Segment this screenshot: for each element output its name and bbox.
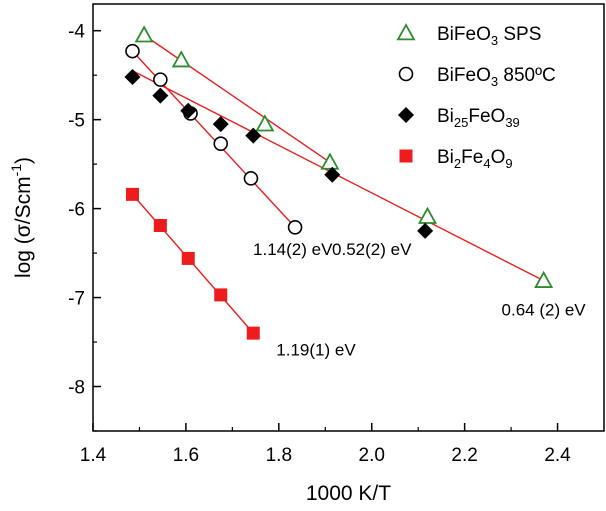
data-point [152,87,169,104]
data-point [125,187,139,201]
data-point [287,219,303,235]
data-point [153,72,168,87]
data-point [417,206,438,224]
data-point [134,25,154,43]
data-point [125,43,140,59]
legend: BiFeO3 SPS BiFeO3 850ºC Bi25FeO39 Bi2Fe4O9 [396,23,556,171]
data-point [398,66,414,82]
x-tick-label: 2.4 [544,445,571,466]
data-point [153,219,167,233]
data-markers [124,25,554,340]
x-tick-label: 1.4 [80,445,107,466]
data-point [399,149,413,163]
data-point [246,326,260,340]
x-tick-label: 1.8 [266,445,292,466]
activation-energy-label: 0.52(2) eV [332,240,412,259]
activation-energy-label: 1.14(2) eV [253,240,333,259]
y-tick-label: -6 [68,200,85,221]
legend-label: BiFeO3 850ºC [437,65,556,89]
data-point [124,68,141,85]
data-point [212,116,229,133]
data-point [396,23,416,41]
y-axis-title: log (σ/Scm-1) [8,157,35,278]
data-point [171,50,191,68]
x-tick-label: 1.6 [173,445,199,466]
data-point [417,222,434,239]
activation-energy-label: 1.19(1) eV [276,340,356,359]
x-tick-label: 2.0 [359,445,385,466]
y-tick-label: -8 [68,378,85,399]
data-point [398,107,414,123]
tick-labels: 1.4 1.6 1.8 2.0 2.2 2.4 -4 -5 -6 -7 -8 [68,22,571,466]
y-tick-label: -4 [68,22,85,43]
legend-label: BiFeO3 SPS [437,24,541,48]
data-point [243,171,259,186]
data-point [180,102,197,119]
data-point [245,127,262,144]
y-tick-label: -7 [68,289,85,310]
fit-line [143,34,331,163]
legend-label: Bi25FeO39 [437,106,520,130]
annotations: 1.14(2) eV 0.52(2) eV 0.64 (2) eV 1.19(1) e… [253,240,586,360]
plot-frame [92,3,605,432]
plot-border [92,3,605,432]
legend-label: Bi2Fe4O9 [437,147,513,171]
axis-ticks [92,29,559,432]
data-point [534,270,554,288]
data-point [213,136,229,151]
y-tick-label: -5 [68,111,85,132]
x-axis-title: 1000 K/T [306,482,391,505]
data-point [320,152,340,170]
data-point [255,114,275,132]
activation-energy-label: 0.64 (2) eV [502,300,587,319]
data-point [214,288,228,302]
data-point [324,166,341,183]
x-tick-label: 2.2 [451,445,477,466]
data-point [181,251,195,265]
